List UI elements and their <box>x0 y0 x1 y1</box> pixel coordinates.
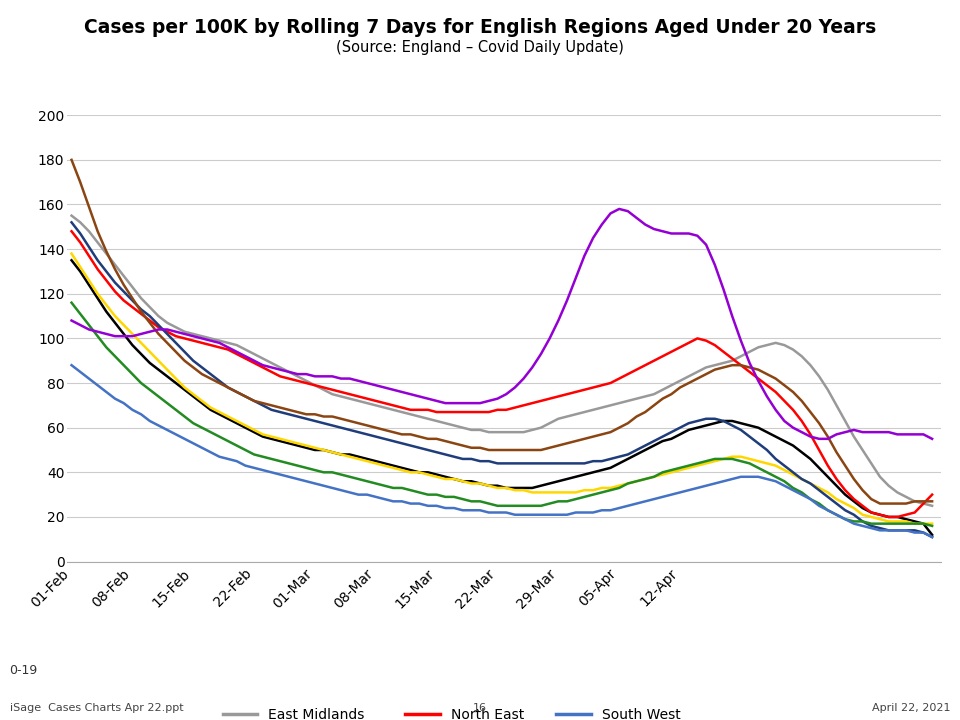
Text: 16: 16 <box>473 703 487 713</box>
Text: Cases per 100K by Rolling 7 Days for English Regions Aged Under 20 Years: Cases per 100K by Rolling 7 Days for Eng… <box>84 18 876 37</box>
Text: April 22, 2021: April 22, 2021 <box>872 703 950 713</box>
Text: 0-19: 0-19 <box>10 664 37 677</box>
Text: (Source: England – Covid Daily Update): (Source: England – Covid Daily Update) <box>336 40 624 55</box>
Legend: East Midlands, East of England, London, North East, North West, South East, Sout: East Midlands, East of England, London, … <box>217 703 791 720</box>
Text: iSage  Cases Charts Apr 22.ppt: iSage Cases Charts Apr 22.ppt <box>10 703 183 713</box>
